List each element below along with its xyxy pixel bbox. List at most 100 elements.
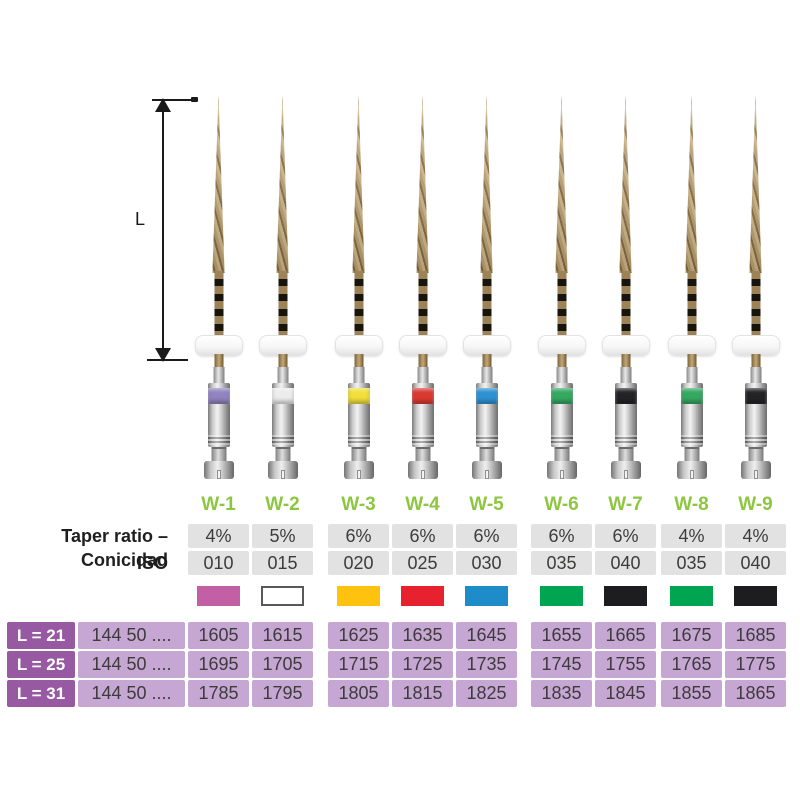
endo-file-illustration xyxy=(392,95,453,481)
file-model-label: W-9 xyxy=(738,494,773,515)
swatch-wrapper xyxy=(595,585,656,606)
file-brass-collar xyxy=(751,354,760,369)
swatch-wrapper xyxy=(188,585,249,606)
catalog-number-cell: 1695 xyxy=(188,651,249,678)
swatch-wrapper xyxy=(392,585,453,606)
file-twisted-shaft xyxy=(749,95,762,273)
iso-value-cell: 020 xyxy=(328,551,389,575)
file-model-label: W-4 xyxy=(405,494,440,515)
iso-color-ring xyxy=(550,388,573,404)
iso-row-label: ISO xyxy=(136,553,168,573)
silicone-stop-disc xyxy=(601,335,650,356)
handle-neck xyxy=(417,367,428,385)
dimension-arrow-down-icon xyxy=(155,348,171,362)
handle-flange xyxy=(343,461,374,479)
endo-file-illustration xyxy=(725,95,786,481)
taper-row-label: Taper ratio – Conicidad xyxy=(61,526,168,570)
file-twisted-shaft xyxy=(480,95,493,273)
swatch-wrapper xyxy=(456,585,517,606)
handle-grooves xyxy=(411,435,434,445)
handle-flange xyxy=(740,461,771,479)
handle-waist xyxy=(479,447,494,464)
catalog-number-cell: 1855 xyxy=(661,680,722,707)
handle-flange xyxy=(267,461,298,479)
iso-value-cell: 035 xyxy=(661,551,722,575)
iso-color-ring xyxy=(614,388,637,404)
swatch-wrapper xyxy=(328,585,389,606)
file-twisted-shaft xyxy=(352,95,365,273)
file-twisted-shaft xyxy=(685,95,698,273)
iso-color-swatch xyxy=(401,585,444,606)
catalog-number-cell: 1685 xyxy=(725,622,786,649)
catalog-number-cell: 1725 xyxy=(392,651,453,678)
catalog-number-cell: 1645 xyxy=(456,622,517,649)
catalog-number-cell: 1865 xyxy=(725,680,786,707)
taper-value-cell: 4% xyxy=(661,524,722,548)
catalog-number-cell: 1605 xyxy=(188,622,249,649)
iso-value-cell: 035 xyxy=(531,551,592,575)
dimension-arrow-up-icon xyxy=(155,98,171,112)
handle-flange xyxy=(203,461,234,479)
file-brass-collar xyxy=(621,354,630,369)
handle-grooves xyxy=(207,435,230,445)
taper-value-cell: 6% xyxy=(456,524,517,548)
handle-neck xyxy=(277,367,288,385)
table-row-header-l21: L = 21 xyxy=(7,622,75,649)
silicone-stop-disc xyxy=(194,335,243,356)
endo-file-illustration xyxy=(252,95,313,481)
iso-value-cell: 040 xyxy=(725,551,786,575)
silicone-stop-disc xyxy=(258,335,307,356)
handle-flange xyxy=(471,461,502,479)
iso-value-cell: 025 xyxy=(392,551,453,575)
file-twisted-shaft xyxy=(416,95,429,273)
iso-color-swatch xyxy=(197,585,240,606)
file-depth-rings xyxy=(482,271,491,337)
catalog-number-cell: 1825 xyxy=(456,680,517,707)
catalog-number-cell: 1665 xyxy=(595,622,656,649)
file-depth-rings xyxy=(621,271,630,337)
catalog-number-cell: 1815 xyxy=(392,680,453,707)
catalog-number-cell: 1775 xyxy=(725,651,786,678)
taper-value-cell: 6% xyxy=(328,524,389,548)
file-twisted-shaft xyxy=(212,95,225,273)
handle-flange xyxy=(610,461,641,479)
endo-file-illustration xyxy=(595,95,656,481)
handle-neck xyxy=(750,367,761,385)
iso-value-cell: 015 xyxy=(252,551,313,575)
catalog-number-cell: 1795 xyxy=(252,680,313,707)
catalog-number-cell: 1715 xyxy=(328,651,389,678)
file-twisted-shaft xyxy=(276,95,289,273)
handle-neck xyxy=(353,367,364,385)
table-ref-prefix: 144 50 .... xyxy=(78,680,185,707)
catalog-number-cell: 1655 xyxy=(531,622,592,649)
taper-value-cell: 4% xyxy=(725,524,786,548)
endo-file-illustration xyxy=(188,95,249,481)
taper-value-cell: 6% xyxy=(392,524,453,548)
iso-color-ring xyxy=(411,388,434,404)
handle-grooves xyxy=(614,435,637,445)
file-depth-rings xyxy=(751,271,760,337)
handle-neck xyxy=(481,367,492,385)
iso-value-cell: 010 xyxy=(188,551,249,575)
taper-value-cell: 4% xyxy=(188,524,249,548)
handle-grooves xyxy=(347,435,370,445)
file-brass-collar xyxy=(557,354,566,369)
iso-color-ring xyxy=(207,388,230,404)
swatch-wrapper xyxy=(725,585,786,606)
handle-neck xyxy=(556,367,567,385)
endo-file-illustration xyxy=(531,95,592,481)
catalog-number-cell: 1755 xyxy=(595,651,656,678)
taper-value-cell: 5% xyxy=(252,524,313,548)
handle-waist xyxy=(415,447,430,464)
handle-grooves xyxy=(475,435,498,445)
handle-grooves xyxy=(680,435,703,445)
table-row-header-l31: L = 31 xyxy=(7,680,75,707)
file-depth-rings xyxy=(418,271,427,337)
file-brass-collar xyxy=(278,354,287,369)
catalog-number-cell: 1635 xyxy=(392,622,453,649)
handle-neck xyxy=(620,367,631,385)
catalog-number-cell: 1785 xyxy=(188,680,249,707)
iso-color-swatch xyxy=(670,585,713,606)
file-brass-collar xyxy=(418,354,427,369)
handle-flange xyxy=(407,461,438,479)
